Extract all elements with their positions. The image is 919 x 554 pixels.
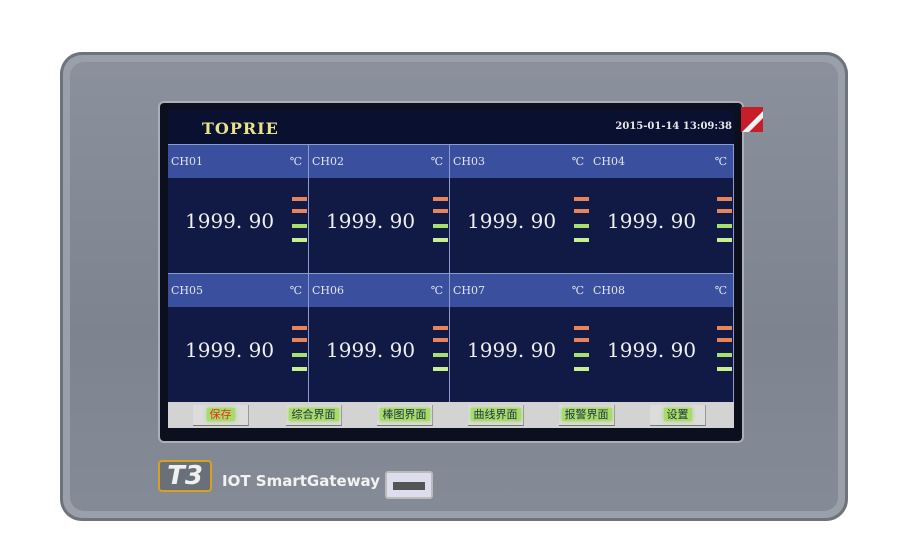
alarm-indicator [574,197,589,201]
channel-unit: ℃ [430,155,443,168]
alarm-indicator [433,367,448,371]
alarm-indicator [574,326,589,330]
channel-name: CH02 [312,155,345,168]
alarm-indicator [717,224,732,228]
channel-name: CH06 [312,284,345,297]
channel-ch04[interactable]: CH04 ℃ 1999. 90 [590,145,734,274]
channel-ch07[interactable]: CH07 ℃ 1999. 90 [450,274,591,403]
alarm-indicator [574,338,589,342]
button-label: 保存 [206,408,235,421]
alarm-indicator [433,338,448,342]
alarm-indicator [717,338,732,342]
channel-unit: ℃ [430,284,443,297]
channel-unit: ℃ [289,155,302,168]
channel-name: CH07 [453,284,486,297]
channel-header: CH07 ℃ [450,274,590,307]
device-name: IOT SmartGateway [222,472,380,490]
alarm-indicator [717,326,732,330]
alarm-indicator [292,238,307,242]
button-3[interactable]: 曲线界面 [468,405,524,426]
channel-name: CH08 [593,284,626,297]
alarm-indicator [433,238,448,242]
button-label: 综合界面 [288,408,339,421]
alarm-indicator [717,209,732,213]
screen: TOPRIE 2015-01-14 13:09:38 CH01 ℃ 1999. 90… [168,110,734,428]
channel-unit: ℃ [714,284,727,297]
datetime: 2015-01-14 13:09:38 [615,121,732,132]
button-label: 棒图界面 [379,408,430,421]
channel-name: CH04 [593,155,626,168]
channel-header: CH06 ℃ [309,274,449,307]
alarm-indicator [433,197,448,201]
alarm-indicator [574,367,589,371]
title-bar: TOPRIE 2015-01-14 13:09:38 [168,110,734,145]
channel-ch03[interactable]: CH03 ℃ 1999. 90 [450,145,591,274]
channel-value: 1999. 90 [185,338,275,362]
button-0[interactable]: 保存 [193,405,249,426]
alarm-indicator [292,326,307,330]
channel-name: CH01 [171,155,204,168]
alarm-indicator [292,338,307,342]
channel-value: 1999. 90 [467,338,557,362]
channel-header: CH08 ℃ [590,274,733,307]
alarm-indicator [433,209,448,213]
alarm-indicator [574,353,589,357]
channel-value: 1999. 90 [326,209,416,233]
channel-unit: ℃ [571,155,584,168]
alarm-indicator [574,209,589,213]
alarm-indicator [717,367,732,371]
alarm-indicator [717,353,732,357]
channel-value: 1999. 90 [185,209,275,233]
channel-name: CH03 [453,155,486,168]
channel-ch05[interactable]: CH05 ℃ 1999. 90 [168,274,309,403]
alarm-indicator [433,326,448,330]
channel-unit: ℃ [289,284,302,297]
model-logo: T3 [158,460,212,492]
channel-ch06[interactable]: CH06 ℃ 1999. 90 [309,274,450,403]
button-label: 曲线界面 [470,408,521,421]
alarm-indicator [717,238,732,242]
usb-port-icon [385,471,433,499]
channel-ch01[interactable]: CH01 ℃ 1999. 90 [168,145,309,274]
channel-value: 1999. 90 [467,209,557,233]
alarm-indicator [292,197,307,201]
alarm-indicator [292,209,307,213]
button-2[interactable]: 棒图界面 [377,405,433,426]
alarm-indicator [433,353,448,357]
button-label: 设置 [663,408,692,421]
channel-header: CH05 ℃ [168,274,308,307]
channel-name: CH05 [171,284,204,297]
alarm-indicator [433,224,448,228]
button-label: 报警界面 [561,408,612,421]
channel-header: CH02 ℃ [309,145,449,178]
alarm-indicator [574,238,589,242]
channel-header: CH03 ℃ [450,145,590,178]
button-4[interactable]: 报警界面 [559,405,615,426]
channel-header: CH01 ℃ [168,145,308,178]
channel-header: CH04 ℃ [590,145,733,178]
alarm-indicator [717,197,732,201]
channel-ch02[interactable]: CH02 ℃ 1999. 90 [309,145,450,274]
alarm-indicator [292,224,307,228]
alarm-indicator [292,353,307,357]
channel-value: 1999. 90 [326,338,416,362]
channel-unit: ℃ [571,284,584,297]
brand-title: TOPRIE [202,119,279,138]
alarm-indicator [574,224,589,228]
button-bar: 保存 综合界面 棒图界面 曲线界面 报警界面 设置 [168,402,734,428]
brand-corner-icon [741,107,763,132]
alarm-indicator [292,367,307,371]
channel-value: 1999. 90 [607,209,697,233]
button-5[interactable]: 设置 [650,405,706,426]
channel-ch08[interactable]: CH08 ℃ 1999. 90 [590,274,734,403]
channel-unit: ℃ [714,155,727,168]
button-1[interactable]: 综合界面 [286,405,342,426]
channel-value: 1999. 90 [607,338,697,362]
